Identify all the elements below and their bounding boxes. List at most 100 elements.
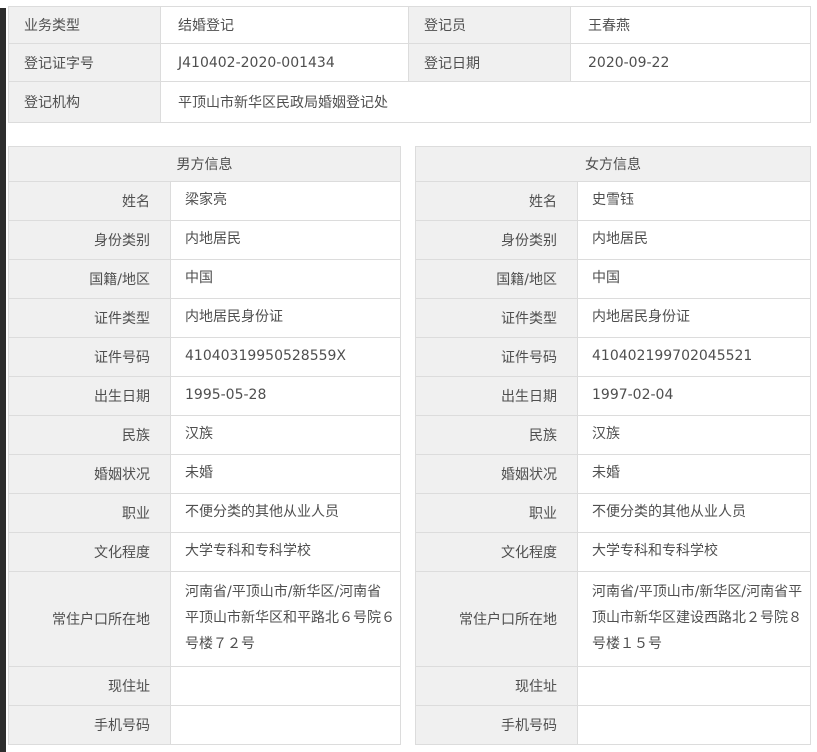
nationality-label: 国籍/地区 bbox=[8, 259, 171, 299]
female-info-title: 女方信息 bbox=[415, 146, 811, 182]
id-number-value: 41040319950528559X bbox=[170, 337, 401, 377]
nationality-value: 中国 bbox=[170, 259, 401, 299]
table-row: 常住户口所在地 河南省/平顶山市/新华区/河南省平顶山市新华区和平路北６号院６号… bbox=[8, 571, 401, 667]
table-row: 姓名 史雪钰 bbox=[415, 181, 811, 221]
male-info-title: 男方信息 bbox=[8, 146, 401, 182]
id-number-value: 410402199702045521 bbox=[577, 337, 811, 377]
household-registration-label: 常住户口所在地 bbox=[415, 571, 578, 667]
table-row: 姓名 梁家亮 bbox=[8, 181, 401, 221]
registration-date-label: 登记日期 bbox=[408, 43, 571, 82]
table-row: 出生日期 1997-02-04 bbox=[415, 376, 811, 416]
table-row: 国籍/地区 中国 bbox=[8, 259, 401, 299]
female-info-table: 女方信息 姓名 史雪钰 身份类别 内地居民 国籍/地区 中国 证件类型 内地居民… bbox=[415, 146, 811, 745]
ethnicity-value: 汉族 bbox=[577, 415, 811, 455]
registration-agency-label: 登记机构 bbox=[8, 81, 161, 123]
nationality-value: 中国 bbox=[577, 259, 811, 299]
identity-category-label: 身份类别 bbox=[8, 220, 171, 260]
current-address-label: 现住址 bbox=[8, 666, 171, 706]
table-row: 现住址 bbox=[415, 666, 811, 706]
marital-status-label: 婚姻状况 bbox=[415, 454, 578, 494]
registration-agency-value: 平顶山市新华区民政局婚姻登记处 bbox=[160, 81, 811, 123]
identity-category-value: 内地居民 bbox=[170, 220, 401, 260]
current-address-value bbox=[170, 666, 401, 706]
occupation-value: 不便分类的其他从业人员 bbox=[577, 493, 811, 533]
table-row: 出生日期 1995-05-28 bbox=[8, 376, 401, 416]
occupation-label: 职业 bbox=[8, 493, 171, 533]
birth-date-value: 1997-02-04 bbox=[577, 376, 811, 416]
id-number-label: 证件号码 bbox=[415, 337, 578, 377]
marital-status-label: 婚姻状况 bbox=[8, 454, 171, 494]
household-registration-value: 河南省/平顶山市/新华区/河南省平顶山市新华区和平路北６号院６号楼７２号 bbox=[170, 571, 401, 667]
nationality-label: 国籍/地区 bbox=[415, 259, 578, 299]
education-value: 大学专科和专科学校 bbox=[170, 532, 401, 572]
mobile-number-value bbox=[170, 705, 401, 745]
table-row: 国籍/地区 中国 bbox=[415, 259, 811, 299]
ethnicity-label: 民族 bbox=[8, 415, 171, 455]
identity-category-value: 内地居民 bbox=[577, 220, 811, 260]
id-type-value: 内地居民身份证 bbox=[170, 298, 401, 338]
identity-category-label: 身份类别 bbox=[415, 220, 578, 260]
table-row: 证件类型 内地居民身份证 bbox=[8, 298, 401, 338]
table-row: 身份类别 内地居民 bbox=[8, 220, 401, 260]
page-left-edge-strip bbox=[0, 8, 6, 752]
certificate-number-label: 登记证字号 bbox=[8, 43, 161, 82]
table-row: 文化程度 大学专科和专科学校 bbox=[8, 532, 401, 572]
business-type-value: 结婚登记 bbox=[160, 6, 409, 44]
business-type-label: 业务类型 bbox=[8, 6, 161, 44]
ethnicity-value: 汉族 bbox=[170, 415, 401, 455]
birth-date-value: 1995-05-28 bbox=[170, 376, 401, 416]
education-label: 文化程度 bbox=[415, 532, 578, 572]
current-address-label: 现住址 bbox=[415, 666, 578, 706]
birth-date-label: 出生日期 bbox=[8, 376, 171, 416]
id-type-value: 内地居民身份证 bbox=[577, 298, 811, 338]
table-row: 职业 不便分类的其他从业人员 bbox=[8, 493, 401, 533]
table-row: 手机号码 bbox=[8, 705, 401, 745]
male-info-table: 男方信息 姓名 梁家亮 身份类别 内地居民 国籍/地区 中国 证件类型 内地居民… bbox=[8, 146, 401, 745]
ethnicity-label: 民族 bbox=[415, 415, 578, 455]
mobile-number-label: 手机号码 bbox=[8, 705, 171, 745]
registrar-value: 王春燕 bbox=[570, 6, 811, 44]
education-label: 文化程度 bbox=[8, 532, 171, 572]
table-row: 登记机构 平顶山市新华区民政局婚姻登记处 bbox=[8, 81, 811, 123]
mobile-number-label: 手机号码 bbox=[415, 705, 578, 745]
birth-date-label: 出生日期 bbox=[415, 376, 578, 416]
table-row: 业务类型 结婚登记 登记员 王春燕 bbox=[8, 6, 811, 44]
table-row: 现住址 bbox=[8, 666, 401, 706]
id-type-label: 证件类型 bbox=[415, 298, 578, 338]
occupation-label: 职业 bbox=[415, 493, 578, 533]
certificate-number-value: J410402-2020-001434 bbox=[160, 43, 409, 82]
table-row: 身份类别 内地居民 bbox=[415, 220, 811, 260]
registrar-label: 登记员 bbox=[408, 6, 571, 44]
table-row: 婚姻状况 未婚 bbox=[8, 454, 401, 494]
table-row: 手机号码 bbox=[415, 705, 811, 745]
table-row: 常住户口所在地 河南省/平顶山市/新华区/河南省平顶山市新华区建设西路北２号院８… bbox=[415, 571, 811, 667]
table-row: 婚姻状况 未婚 bbox=[415, 454, 811, 494]
household-registration-value: 河南省/平顶山市/新华区/河南省平顶山市新华区建设西路北２号院８号楼１５号 bbox=[577, 571, 811, 667]
registration-summary-table: 业务类型 结婚登记 登记员 王春燕 登记证字号 J410402-2020-001… bbox=[8, 6, 811, 123]
name-label: 姓名 bbox=[415, 181, 578, 221]
education-value: 大学专科和专科学校 bbox=[577, 532, 811, 572]
name-value: 梁家亮 bbox=[170, 181, 401, 221]
id-type-label: 证件类型 bbox=[8, 298, 171, 338]
name-value: 史雪钰 bbox=[577, 181, 811, 221]
occupation-value: 不便分类的其他从业人员 bbox=[170, 493, 401, 533]
table-row: 证件号码 410402199702045521 bbox=[415, 337, 811, 377]
table-header-row: 女方信息 bbox=[415, 146, 811, 182]
registration-date-value: 2020-09-22 bbox=[570, 43, 811, 82]
current-address-value bbox=[577, 666, 811, 706]
table-row: 登记证字号 J410402-2020-001434 登记日期 2020-09-2… bbox=[8, 43, 811, 82]
table-row: 职业 不便分类的其他从业人员 bbox=[415, 493, 811, 533]
household-registration-label: 常住户口所在地 bbox=[8, 571, 171, 667]
marital-status-value: 未婚 bbox=[577, 454, 811, 494]
table-row: 证件类型 内地居民身份证 bbox=[415, 298, 811, 338]
id-number-label: 证件号码 bbox=[8, 337, 171, 377]
table-row: 证件号码 41040319950528559X bbox=[8, 337, 401, 377]
table-row: 民族 汉族 bbox=[415, 415, 811, 455]
table-row: 文化程度 大学专科和专科学校 bbox=[415, 532, 811, 572]
name-label: 姓名 bbox=[8, 181, 171, 221]
marital-status-value: 未婚 bbox=[170, 454, 401, 494]
table-header-row: 男方信息 bbox=[8, 146, 401, 182]
mobile-number-value bbox=[577, 705, 811, 745]
table-row: 民族 汉族 bbox=[8, 415, 401, 455]
